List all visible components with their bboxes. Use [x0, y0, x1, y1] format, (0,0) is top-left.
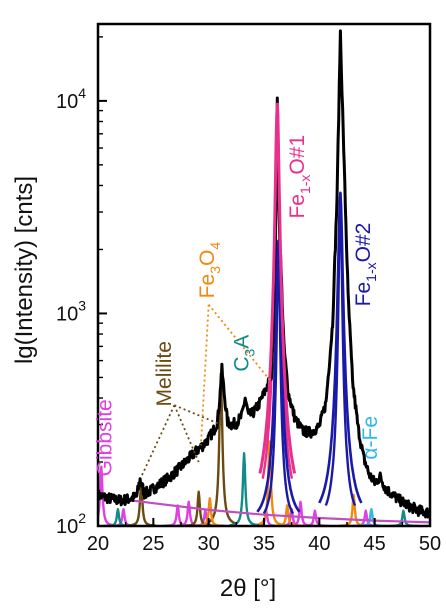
phase-label-fe3o4: Fe3O4 [196, 242, 223, 299]
fe1-xo-2-peak-outline-1 [318, 192, 363, 504]
x-axis: 20 25 30 35 40 45 50 [87, 518, 441, 555]
leader-line-melilite-2 [174, 404, 222, 426]
x-tick-label-35: 35 [253, 533, 275, 555]
fe1-xo-2-peak-outline-0 [256, 240, 301, 513]
phase-label-fe1-xo-2: Fe1-xO#2 [352, 223, 379, 307]
x-tick-label-45: 45 [364, 533, 386, 555]
peak-alpha-fe-0 [356, 508, 387, 526]
phase-label-gibbsite: Gibbsite [93, 399, 116, 476]
peak-fe3o4-1 [254, 440, 285, 526]
x-tick-label-30: 30 [198, 533, 220, 555]
y-axis-title: lg(Intensity) [cnts] [11, 176, 38, 364]
fe1-xo-1-peak-outline-0 [258, 102, 297, 474]
x-axis-title: 2θ [°] [220, 575, 276, 602]
phase-label-alpha-fe: α-Fe [359, 416, 382, 460]
phase-label-melilite: Melilite [153, 341, 176, 406]
y-axis: 102 103 104 [56, 36, 107, 538]
x-tick-label-40: 40 [308, 533, 330, 555]
phase-labels: Gibbsite Melilite Fe3O4 C3A Fe1-xO#1 Fe1-xO#2… [93, 135, 382, 478]
leader-line-fe3o4-3 [200, 304, 210, 446]
peak-c3a-1 [228, 452, 260, 526]
y-tick-label-10000: 104 [56, 85, 86, 113]
phase-label-c3a: C3A [231, 335, 258, 372]
measured-pattern-line [98, 29, 430, 519]
y-tick-label-1000: 103 [56, 297, 86, 325]
leader-line-fe3o4-4 [207, 304, 272, 382]
phase-label-fe1-xo-1: Fe1-xO#1 [286, 135, 313, 219]
x-tick-label-20: 20 [87, 533, 109, 555]
x-tick-label-25: 25 [142, 533, 164, 555]
x-tick-label-50: 50 [419, 533, 441, 555]
y-tick-label-100: 102 [56, 510, 86, 538]
leader-line-melilite-1 [173, 404, 200, 463]
leader-line-melilite-0 [140, 404, 176, 478]
